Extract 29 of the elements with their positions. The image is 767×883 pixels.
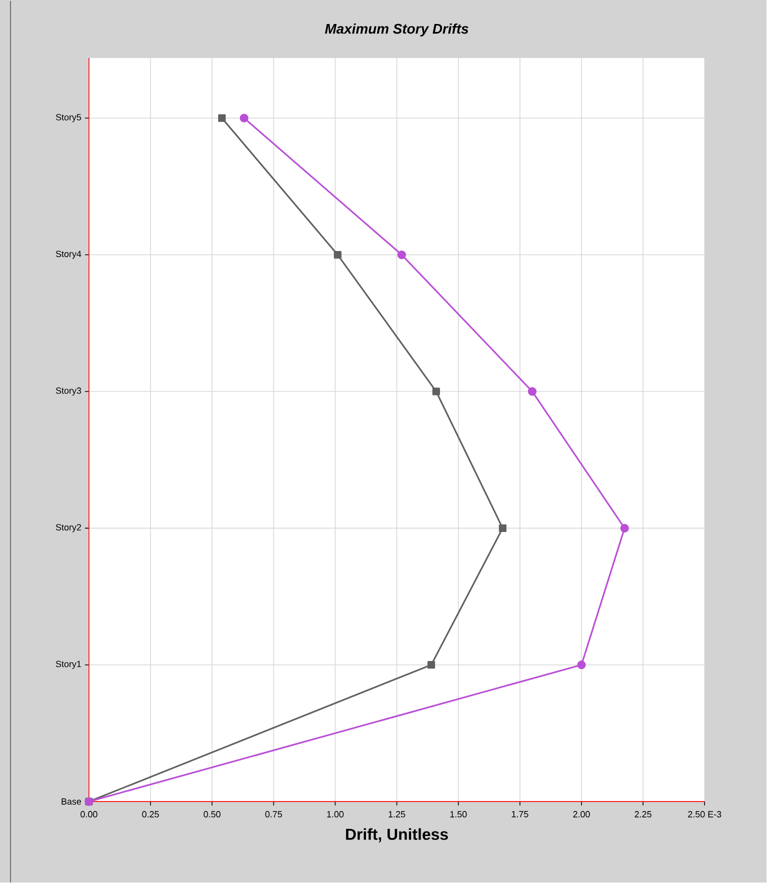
point	[577, 660, 586, 670]
x-tick-label: 1.75	[512, 811, 528, 818]
x-tick-label: 0.50	[204, 811, 221, 818]
x-tick-label: 0.00	[80, 811, 98, 818]
y-tick-label: Story2	[56, 524, 82, 532]
x-tick-label: 1.50	[450, 811, 467, 818]
chart-title: Maximum Story Drifts	[325, 23, 469, 36]
y-tick-label: Story5	[56, 114, 82, 122]
point	[620, 524, 630, 532]
point	[240, 114, 249, 122]
point	[428, 661, 436, 669]
point	[528, 387, 537, 396]
x-tick-label: 2.50 E-3	[688, 811, 722, 818]
x-tick-label: 0.75	[265, 811, 282, 818]
x-tick-label: 2.00	[573, 811, 590, 818]
y-tick-label: Story3	[56, 387, 82, 396]
point	[432, 388, 440, 396]
x-tick-label: 2.25	[635, 811, 652, 818]
x-tick-label: 1.25	[388, 811, 406, 818]
x-tick-label: 1.00	[327, 811, 344, 818]
point	[334, 250, 342, 259]
point	[499, 524, 507, 532]
y-tick-label: Story4	[56, 250, 82, 259]
x-axis-title: Drift, Unitless	[346, 828, 448, 842]
x-tick-label: 0.25	[142, 811, 160, 818]
y-tick-label: Story1	[56, 660, 82, 669]
point	[398, 250, 406, 260]
y-tick-label: Base	[62, 798, 82, 805]
point	[218, 114, 226, 122]
